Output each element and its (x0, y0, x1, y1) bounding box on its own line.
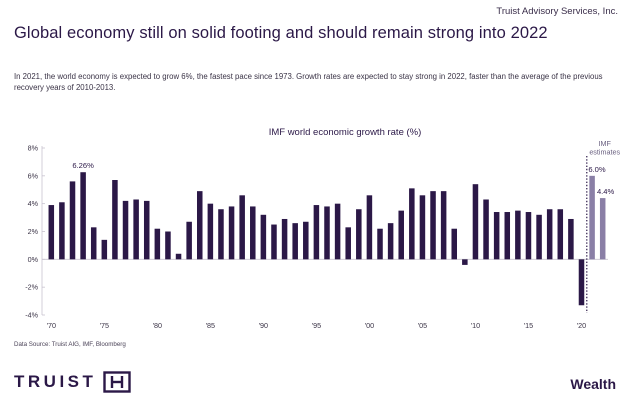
x-tick-label: '15 (524, 321, 533, 330)
estimate-label: estimates (589, 148, 620, 157)
bar-actual (271, 224, 277, 260)
wealth-label: Wealth (570, 376, 616, 392)
bar-actual (568, 218, 574, 260)
x-tick-label: '95 (312, 321, 321, 330)
bar-actual (451, 228, 458, 260)
bar-actual (303, 221, 309, 260)
y-tick-label: -2% (25, 283, 38, 292)
intro-paragraph: In 2021, the world economy is expected t… (14, 72, 603, 92)
bar-actual (334, 203, 341, 260)
logo-text: TRUIST (14, 372, 97, 391)
bar-actual (493, 212, 500, 260)
bar-actual (525, 212, 532, 260)
truist-mark-icon (103, 371, 132, 393)
bar-actual (228, 206, 235, 260)
bar-actual (196, 191, 203, 260)
bar-actual (59, 202, 65, 260)
bar-actual (90, 227, 97, 260)
bar-actual (430, 191, 436, 260)
x-tick-label: '00 (365, 321, 374, 330)
chart-bars (48, 172, 606, 306)
x-tick-label: '05 (418, 321, 427, 330)
bar-actual (281, 218, 288, 260)
bar-actual (356, 209, 362, 260)
bar-actual (207, 203, 214, 260)
company-name: Truist Advisory Services, Inc. (496, 6, 618, 17)
bar-actual (324, 206, 330, 260)
x-tick-label: '10 (471, 321, 480, 330)
bar-actual (419, 195, 426, 260)
bar-actual (80, 172, 86, 260)
page-title: Global economy still on solid footing an… (14, 24, 548, 42)
estimate-label: IMF (599, 139, 612, 148)
bar-actual (536, 214, 542, 260)
y-tick-label: 0% (28, 255, 39, 264)
y-tick-label: 2% (28, 227, 39, 236)
bar-actual (345, 227, 351, 260)
bar-actual (143, 200, 150, 260)
chart-labels: 8% 6% 4% 2% 0% -2% -4% '70 '75 '80 '85 '90 '95 '00 '05… (25, 139, 620, 330)
x-tick-label: '20 (577, 321, 586, 330)
bar-actual (101, 239, 108, 260)
bar-actual (515, 210, 521, 260)
bar-actual (154, 228, 161, 260)
y-tick-label: 4% (28, 199, 39, 208)
y-tick-label: 8% (28, 144, 39, 153)
y-tick-label: -4% (25, 311, 38, 320)
data-label: 4.4% (597, 187, 615, 196)
bar-actual (218, 209, 224, 260)
bar-actual (48, 205, 55, 260)
x-tick-label: '85 (206, 321, 215, 330)
data-source: Data Source: Truist AIG, IMF, Bloomberg (14, 341, 126, 348)
bar-actual (546, 209, 553, 260)
bar-actual (377, 228, 383, 260)
bar-actual (133, 199, 139, 260)
bar-actual (260, 214, 267, 260)
bar-actual (175, 253, 182, 260)
bar-actual (112, 180, 118, 260)
bar-actual (165, 231, 171, 260)
bar-actual (292, 223, 298, 260)
y-tick-label: 6% (28, 171, 39, 180)
bar-estimate (589, 175, 595, 260)
chart-title: IMF world economic growth rate (%) (269, 127, 422, 138)
bar-estimate (599, 198, 606, 260)
bar-actual (239, 195, 245, 260)
bar-actual (69, 181, 76, 260)
bar-actual (313, 205, 320, 260)
data-label: 6.0% (588, 165, 606, 174)
bar-actual (250, 206, 256, 260)
bar-actual (578, 259, 585, 306)
bar-actual (440, 191, 447, 260)
bar-actual (504, 212, 511, 260)
truist-logo: TRUIST (14, 371, 132, 393)
bar-actual (462, 259, 468, 265)
x-tick-label: '75 (100, 321, 109, 330)
x-tick-label: '80 (153, 321, 162, 330)
bar-actual (186, 221, 192, 260)
x-tick-label: '90 (259, 321, 268, 330)
bar-actual (387, 223, 394, 260)
bar-actual (366, 195, 373, 260)
bar-actual (122, 200, 129, 260)
data-label: 6.26% (72, 161, 94, 170)
bar-actual (398, 210, 404, 260)
bar-actual (472, 184, 479, 260)
bar-actual (409, 188, 415, 260)
bar-actual (483, 199, 489, 260)
x-tick-label: '70 (47, 321, 56, 330)
bar-actual (557, 209, 564, 260)
